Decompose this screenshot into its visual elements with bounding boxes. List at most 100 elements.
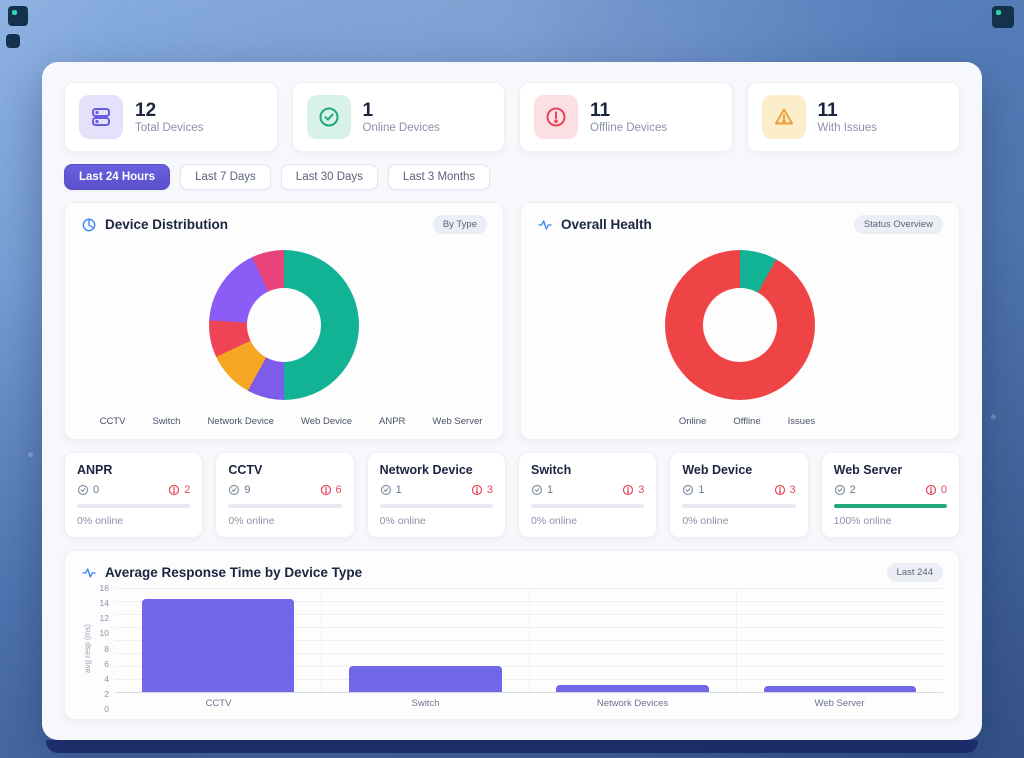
decor-bottom-strip <box>46 740 978 753</box>
device-status: 0% online <box>530 515 578 527</box>
distribution-legend: CCTV Switch Network Device Web Device AN… <box>81 416 487 427</box>
online-progress <box>682 504 796 508</box>
legend-item: CCTV <box>86 416 126 427</box>
health-badge: Status Overview <box>853 215 943 234</box>
distribution-badge: By Type <box>432 215 487 234</box>
decor-square <box>8 6 28 26</box>
device-distribution-card: Device Distribution By Type CCTV Switch … <box>64 202 504 440</box>
stat-card-with-issues: 11 With Issues <box>746 82 960 152</box>
legend-swatch <box>86 417 95 426</box>
card-title: Average Response Time by Device Type <box>105 565 363 580</box>
device-status: 0% online <box>682 515 729 527</box>
stat-value: 12 <box>135 100 157 122</box>
online-progress <box>379 504 493 508</box>
check-circle-icon <box>306 95 351 139</box>
legend-swatch <box>193 417 202 426</box>
dashboard-panel: 12 Total Devices 1 Online Devices <box>42 62 982 740</box>
legend-item: Switch <box>138 416 180 427</box>
offline-count: 3 <box>471 484 493 496</box>
stat-card-online-devices: 1 Online Devices <box>291 82 505 152</box>
plot-area <box>115 588 943 693</box>
activity-icon <box>81 565 97 581</box>
device-card-web-device[interactable]: Web Device 1 3 0% online <box>669 452 809 538</box>
alert-circle-icon <box>534 95 578 139</box>
filter-last-7-days[interactable]: Last 7 Days <box>180 164 271 190</box>
online-progress <box>530 504 645 508</box>
legend-item: Offline <box>719 416 760 427</box>
card-title: Overall Health <box>561 217 652 232</box>
device-name: ANPR <box>77 463 113 477</box>
device-card-web-server[interactable]: Web Server 2 0 100% online <box>820 452 960 538</box>
response-time-card: Average Response Time by Device Type Las… <box>64 550 960 720</box>
x-axis-labels: CCTV Switch Network Devices Web Server <box>205 698 865 709</box>
charts-row: Device Distribution By Type CCTV Switch … <box>64 202 960 440</box>
offline-count: 3 <box>622 484 644 496</box>
offline-count: 3 <box>774 484 796 496</box>
legend-item: Online <box>665 416 706 427</box>
stat-card-total-devices: 12 Total Devices <box>64 82 278 152</box>
device-name: Network Device <box>379 463 473 477</box>
online-count: 1 <box>531 484 553 496</box>
device-status: 100% online <box>833 515 892 527</box>
legend-swatch <box>719 417 728 426</box>
device-name: Web Device <box>682 463 753 477</box>
legend-item: Web Device <box>287 416 352 427</box>
legend-swatch <box>287 417 296 426</box>
filter-last-24-hours[interactable]: Last 24 Hours <box>64 164 171 190</box>
device-card-switch[interactable]: Switch 1 3 0% online <box>517 452 658 538</box>
overall-health-card: Overall Health Status Overview Online Of… <box>520 202 960 440</box>
filter-last-3-months[interactable]: Last 3 Months <box>387 164 491 190</box>
online-progress <box>77 504 191 508</box>
online-count: 2 <box>834 484 856 496</box>
legend-swatch <box>418 417 427 426</box>
legend-swatch <box>665 417 674 426</box>
stat-label: Total Devices <box>135 121 204 134</box>
offline-count: 0 <box>925 484 947 496</box>
activity-icon <box>537 217 553 233</box>
device-type-row: ANPR 0 2 0% online CCTV 9 6 0% online Network De… <box>64 452 960 538</box>
bar-switch <box>349 666 502 692</box>
stat-value: 11 <box>817 100 838 122</box>
device-card-anpr[interactable]: ANPR 0 2 0% online <box>64 452 204 538</box>
device-name: Switch <box>530 463 572 477</box>
legend-swatch <box>774 417 783 426</box>
online-progress <box>228 504 342 508</box>
time-filter-group: Last 24 Hours Last 7 Days Last 30 Days L… <box>64 164 960 190</box>
decor-square <box>992 6 1014 28</box>
legend-item: Web Server <box>418 416 482 427</box>
stat-label: With Issues <box>817 121 877 134</box>
health-legend: Online Offline Issues <box>537 416 943 427</box>
overall-health-donut <box>665 250 815 400</box>
legend-item: ANPR <box>365 416 405 427</box>
device-status: 0% online <box>77 515 124 527</box>
decor-square <box>6 34 20 48</box>
online-count: 0 <box>77 484 99 496</box>
y-axis-title: avg resp (ms) <box>82 624 92 673</box>
device-card-network-device[interactable]: Network Device 1 3 0% online <box>366 452 506 538</box>
online-count: 9 <box>228 484 250 496</box>
legend-item: Issues <box>774 416 815 427</box>
online-progress <box>833 504 947 508</box>
stat-value: 11 <box>590 100 611 122</box>
device-card-cctv[interactable]: CCTV 9 6 0% online <box>215 452 355 538</box>
response-time-badge: Last 244 <box>886 563 943 582</box>
bar-network-devices <box>556 684 709 692</box>
filter-last-30-days[interactable]: Last 30 Days <box>280 164 378 190</box>
bar-web-server <box>763 686 917 692</box>
stat-card-offline-devices: 11 Offline Devices <box>519 82 733 152</box>
online-count: 1 <box>682 484 704 496</box>
device-distribution-donut <box>209 250 359 400</box>
bar-cctv <box>141 599 295 692</box>
offline-count: 6 <box>320 484 342 496</box>
stat-label: Offline Devices <box>590 121 668 134</box>
stat-value: 1 <box>362 100 374 122</box>
device-name: Web Server <box>833 463 903 477</box>
legend-swatch <box>138 417 147 426</box>
pie-chart-icon <box>81 217 97 233</box>
card-title: Device Distribution <box>105 217 229 232</box>
servers-icon <box>79 95 123 139</box>
legend-item: Network Device <box>193 416 274 427</box>
stats-row: 12 Total Devices 1 Online Devices <box>64 82 960 152</box>
